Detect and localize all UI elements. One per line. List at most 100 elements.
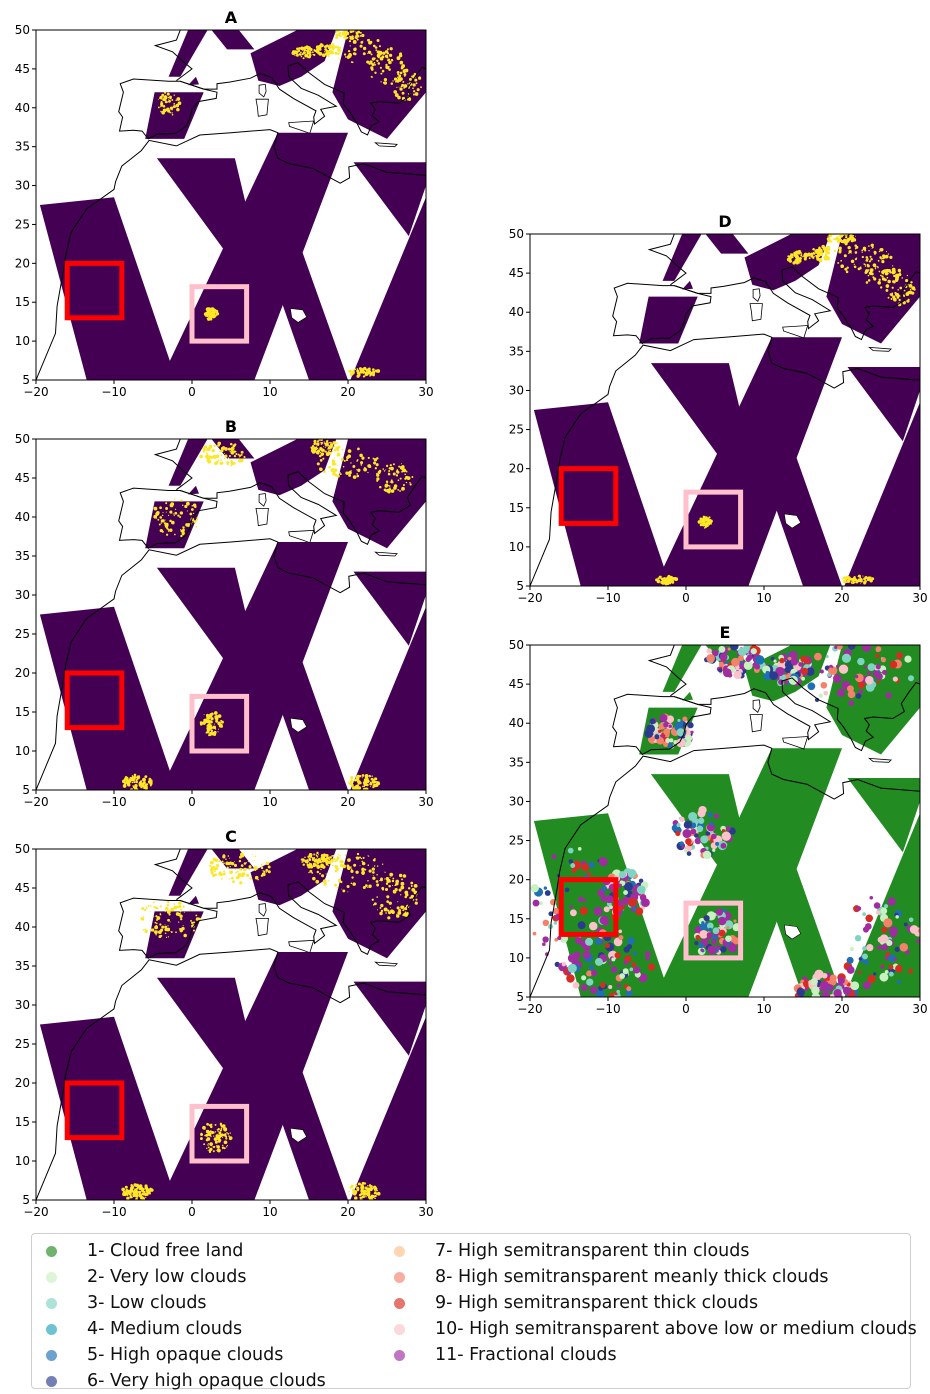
cloud-pixel	[361, 456, 365, 460]
cloud-pixel	[903, 289, 906, 292]
cloud-pixel	[152, 915, 155, 918]
cloud-pixel	[236, 875, 240, 879]
cloud-pixel	[200, 1137, 203, 1140]
cloud-pixel	[317, 858, 321, 863]
panel-title: E	[720, 623, 731, 642]
cloud-class-patch	[886, 939, 893, 947]
cloud-pixel	[878, 278, 881, 282]
cloud-pixel	[224, 454, 228, 458]
cloud-pixel	[159, 106, 161, 108]
cloud-pixel	[227, 855, 230, 857]
cloud-class-patch	[616, 989, 620, 994]
cloud-pixel	[373, 1186, 375, 1188]
island-coastline	[749, 714, 763, 733]
cloud-class-patch	[833, 988, 842, 997]
cloud-pixel	[351, 37, 354, 40]
cloud-class-patch	[708, 927, 712, 932]
x-tick-label: −20	[23, 1205, 48, 1219]
cloud-pixel	[379, 911, 383, 916]
cloud-pixel	[238, 458, 242, 463]
legend-marker	[46, 1375, 57, 1387]
y-tick-label: 50	[15, 23, 30, 37]
cloud-pixel	[328, 444, 333, 449]
cloud-pixel	[335, 447, 337, 449]
africa-coastline	[36, 129, 426, 380]
cloud-pixel	[136, 1193, 139, 1195]
cloud-pixel	[207, 1144, 209, 1146]
cloud-class-patch	[880, 907, 888, 915]
cloud-pixel	[352, 40, 357, 44]
cloud-pixel	[248, 868, 251, 871]
cloud-pixel	[179, 910, 182, 913]
x-tick-label: −20	[517, 591, 542, 605]
cloud-class-patch	[814, 697, 820, 703]
legend-label: 2- Very low clouds	[87, 1267, 247, 1287]
cloud-pixel	[199, 454, 203, 459]
map-area	[36, 30, 426, 380]
cloud-pixel	[334, 870, 337, 872]
lake-chad	[289, 717, 308, 733]
cloud-pixel	[164, 927, 168, 932]
cloud-pixel	[178, 912, 181, 916]
cloud-pixel	[215, 719, 219, 723]
island-coastline	[288, 939, 315, 954]
cloud-pixel	[227, 457, 230, 459]
cloud-class-patch	[879, 972, 889, 982]
cloud-pixel	[342, 37, 344, 39]
cloud-pixel	[321, 874, 325, 878]
cloud-pixel	[400, 66, 404, 70]
cloud-pixel	[142, 929, 145, 931]
cloud-pixel	[798, 249, 801, 253]
cloud-class-patch	[676, 728, 685, 737]
cloud-pixel	[207, 1131, 211, 1135]
cloud-pixel	[352, 475, 357, 479]
cloud-pixel	[155, 925, 158, 927]
satellite-swath	[705, 234, 749, 254]
cloud-pixel	[124, 1185, 128, 1189]
cloud-pixel	[388, 53, 393, 57]
cloud-pixel	[319, 446, 323, 451]
cloud-pixel	[860, 582, 862, 584]
cloud-pixel	[887, 296, 890, 299]
cloud-pixel	[329, 44, 331, 46]
cloud-pixel	[158, 930, 162, 935]
cloud-class-patch	[709, 821, 714, 826]
cloud-class-patch	[908, 675, 915, 682]
cloud-pixel	[171, 520, 175, 525]
cloud-pixel	[841, 239, 843, 242]
cloud-class-patch	[569, 905, 573, 909]
cloud-pixel	[224, 1133, 227, 1136]
satellite-swath	[844, 813, 920, 997]
cloud-class-patch	[725, 826, 731, 832]
legend-label: 10- High semitransparent above low or me…	[435, 1319, 917, 1339]
y-tick-label: 5	[516, 990, 524, 1004]
cloud-pixel	[125, 782, 127, 785]
cloud-pixel	[342, 465, 345, 468]
cloud-pixel	[231, 463, 234, 466]
satellite-swath	[259, 1024, 348, 1200]
cloud-pixel	[347, 885, 350, 888]
satellite-swath	[533, 813, 671, 997]
cloud-pixel	[232, 453, 234, 455]
cloud-pixel	[260, 864, 263, 866]
cloud-pixel	[909, 288, 912, 291]
cloud-pixel	[404, 890, 409, 895]
cloud-class-patch	[688, 812, 698, 822]
cloud-pixel	[368, 884, 372, 888]
cloud-pixel	[210, 455, 214, 459]
cloud-pixel	[210, 729, 214, 732]
cloud-pixel	[223, 1147, 226, 1150]
cloud-pixel	[409, 482, 411, 484]
cloud-pixel	[397, 95, 401, 100]
x-tick-label: 20	[340, 795, 355, 809]
cloud-pixel	[845, 232, 847, 234]
cloud-pixel	[142, 777, 146, 782]
cloud-class-patch	[603, 906, 610, 913]
satellite-swath	[753, 821, 842, 997]
cloud-pixel	[376, 55, 379, 57]
cloud-class-patch	[596, 989, 605, 997]
island-coastline	[110, 833, 145, 841]
cloud-pixel	[177, 101, 182, 106]
cloud-pixel	[349, 45, 351, 47]
y-tick-label: 30	[15, 588, 30, 602]
